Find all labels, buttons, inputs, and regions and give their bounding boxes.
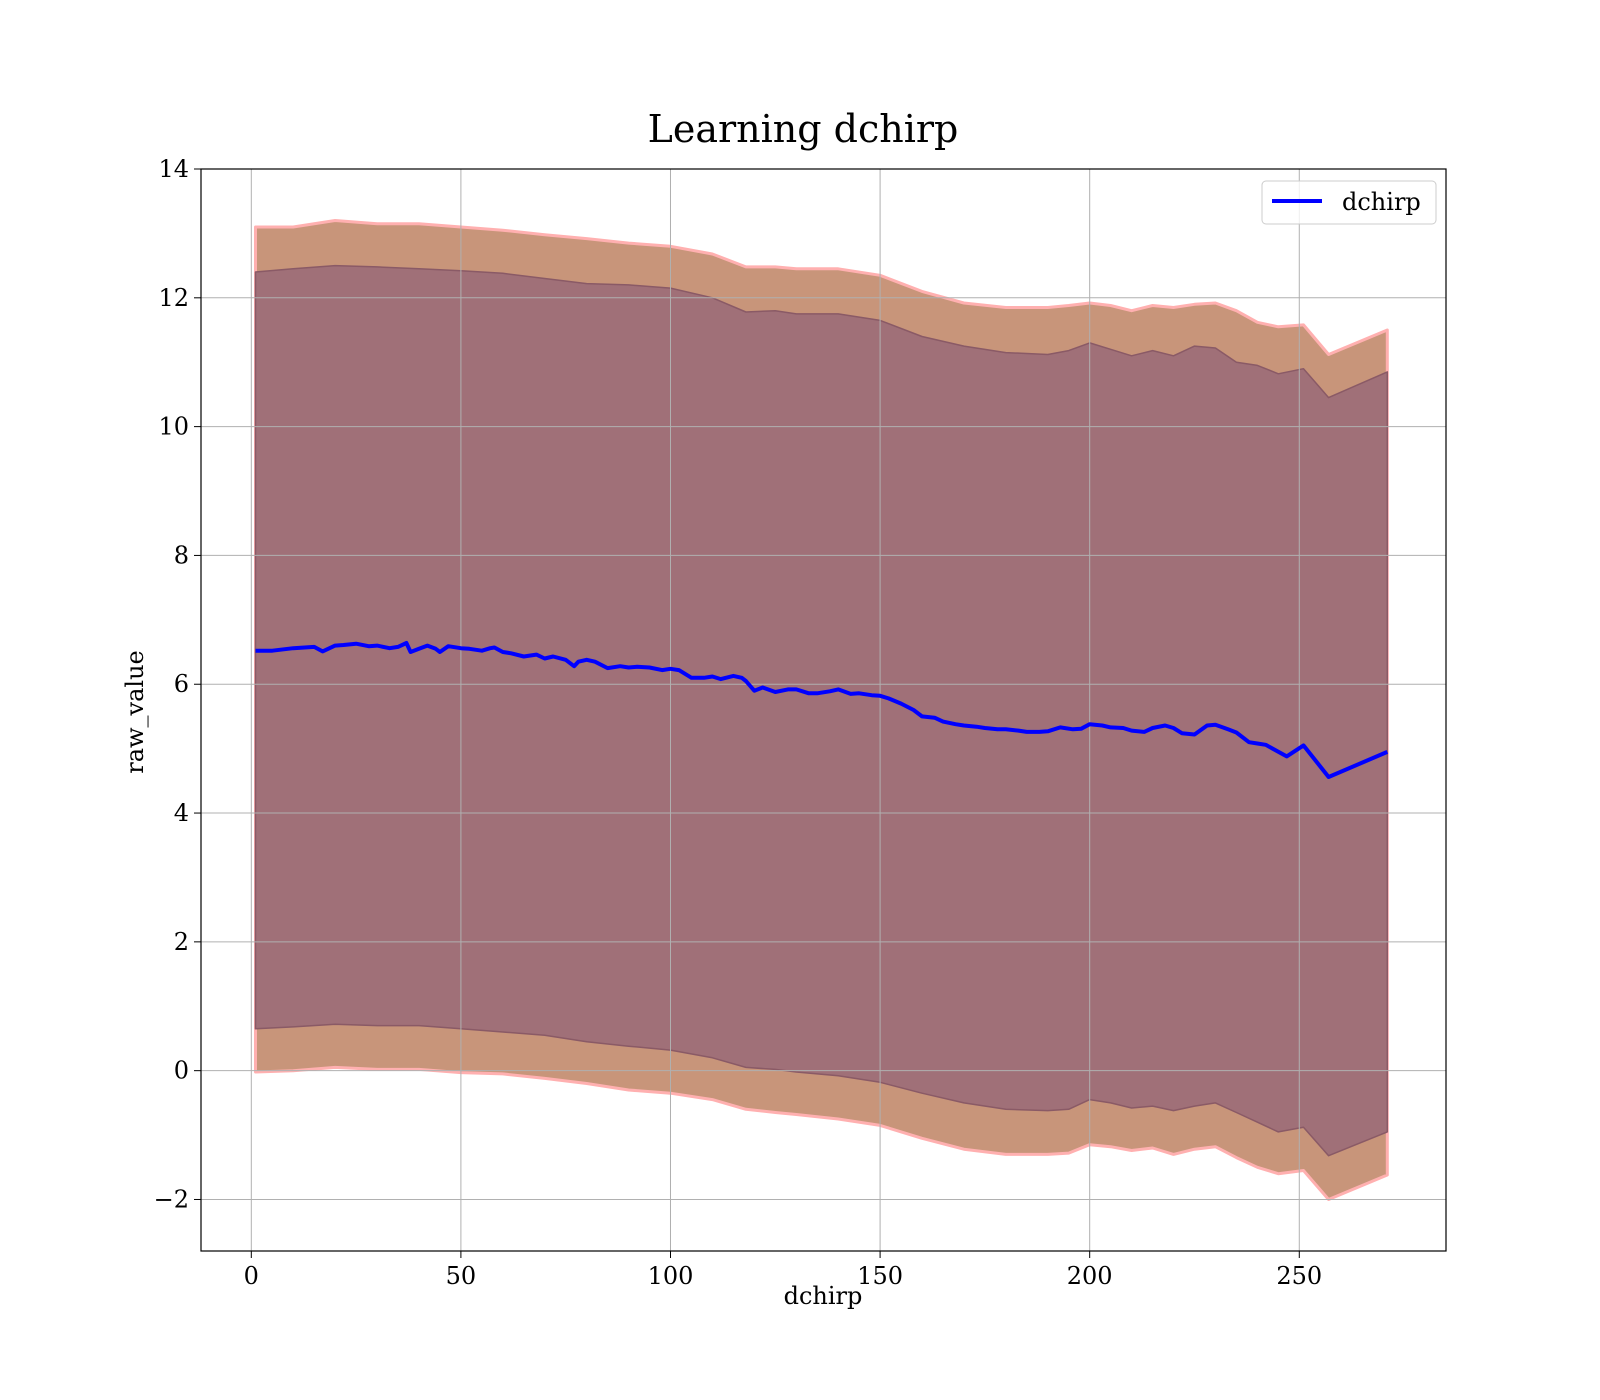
y-tick-label: 6 [174,670,189,698]
plot-area: 0 50 100 150 200 250 −2 0 2 4 6 8 10 12 14 [154,155,1447,1290]
x-tick-label: 50 [446,1262,477,1290]
x-tick-label: 150 [857,1262,903,1290]
x-axis-label: dchirp [784,1282,863,1310]
series-line-dchirp [255,641,1389,779]
y-tick-label: 8 [174,541,189,569]
x-tick-label: 0 [244,1262,259,1290]
y-axis-label: raw_value [121,650,149,774]
y-tick-label: 0 [174,1057,189,1085]
y-tick-label: 14 [158,155,189,183]
y-tick-label: 10 [158,413,189,441]
y-tick-label: 2 [174,928,189,956]
chart-title: Learning dchirp [648,107,959,151]
x-tick-label: 100 [648,1262,694,1290]
uncertainty-band-2 [254,264,1389,1157]
legend: dchirp [1261,180,1437,225]
legend-box [1261,180,1437,225]
axes-frame [200,168,1447,1252]
y-tick-label: −2 [154,1185,189,1213]
x-tick-label: 200 [1067,1262,1113,1290]
y-tick-label: 12 [158,284,189,312]
x-tick-label: 250 [1276,1262,1322,1290]
y-tick-label: 4 [174,799,189,827]
legend-label: dchirp [1342,188,1421,216]
